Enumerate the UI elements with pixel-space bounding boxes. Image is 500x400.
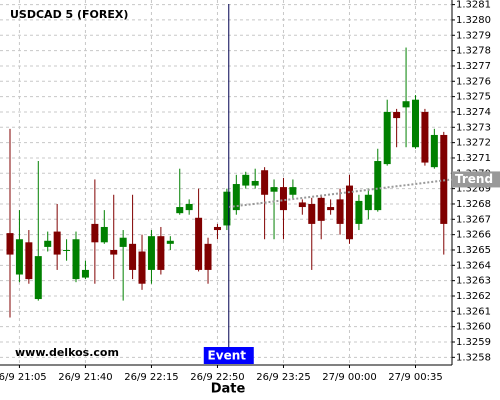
y-tick-label: 1.3275 xyxy=(456,92,491,103)
trend-line xyxy=(228,178,453,209)
y-tick-label: 1.3276 xyxy=(456,76,491,87)
candle-body xyxy=(34,256,42,300)
candle-body xyxy=(289,187,297,195)
x-tick-label: 26/9 21:05 xyxy=(0,372,47,383)
y-tick-label: 1.3279 xyxy=(456,30,491,41)
candle-body xyxy=(53,231,61,255)
candle-body xyxy=(261,170,269,195)
y-tick-label: 1.3280 xyxy=(456,15,491,26)
watermark: www.delkos.com xyxy=(15,346,119,359)
candle-body xyxy=(402,101,410,108)
x-tick-label: 26/9 21:40 xyxy=(58,372,112,383)
y-tick-label: 1.3263 xyxy=(456,276,491,287)
candle-body xyxy=(129,243,137,270)
candle-body xyxy=(355,200,363,224)
candle-body xyxy=(72,239,80,280)
y-tick-label: 1.3267 xyxy=(456,214,491,225)
y-tick-label: 1.3272 xyxy=(456,138,491,149)
candle-body xyxy=(213,226,221,231)
candle-body xyxy=(393,111,401,119)
candle-body xyxy=(138,251,146,284)
trend-label: Trend xyxy=(455,172,493,186)
candle-body xyxy=(270,187,278,192)
x-axis-title: Date xyxy=(211,382,246,397)
y-tick-label: 1.3265 xyxy=(456,245,491,256)
y-tick-label: 1.3278 xyxy=(456,46,491,57)
candle-body xyxy=(421,111,429,163)
x-tick-label: 27/9 00:35 xyxy=(388,372,442,383)
candle-body xyxy=(345,185,353,240)
candle-body xyxy=(166,240,174,244)
y-tick-label: 1.3281 xyxy=(456,0,491,11)
candle-body xyxy=(411,99,419,148)
candle-body xyxy=(430,134,438,168)
candle-body xyxy=(327,207,335,211)
candle-body xyxy=(364,194,372,211)
y-tick-label: 1.3271 xyxy=(456,153,491,164)
candle-body xyxy=(242,174,250,186)
candle-body xyxy=(374,161,382,211)
candle-body xyxy=(63,249,71,251)
y-tick-label: 1.3268 xyxy=(456,199,491,210)
chart-title: USDCAD 5 (FOREX) xyxy=(10,8,128,21)
candle-body xyxy=(147,236,155,270)
candles xyxy=(6,47,448,318)
y-tick-label: 1.3259 xyxy=(456,337,491,348)
candle-body xyxy=(110,249,118,255)
candle-body xyxy=(91,223,99,243)
x-tick-label: 26/9 22:15 xyxy=(124,372,178,383)
candle-body xyxy=(81,269,89,278)
candle-body xyxy=(279,187,287,211)
y-tick-label: 1.3266 xyxy=(456,230,491,241)
x-tick-label: 26/9 22:50 xyxy=(190,372,244,383)
y-tick-label: 1.3274 xyxy=(456,107,491,118)
candle-body xyxy=(15,239,23,275)
candle-body xyxy=(25,242,33,280)
y-tick-label: 1.3261 xyxy=(456,306,491,317)
candle-body xyxy=(308,203,316,224)
y-tick-label: 1.3273 xyxy=(456,122,491,133)
event-label: Event xyxy=(208,349,247,363)
candle-body xyxy=(195,217,203,270)
candle-body xyxy=(317,197,325,221)
candle-body xyxy=(232,184,240,211)
candle-body xyxy=(383,111,391,165)
candle-body xyxy=(157,236,165,270)
x-tick-label: 27/9 00:00 xyxy=(322,372,376,383)
candle-body xyxy=(440,134,448,224)
candle-body xyxy=(204,243,212,270)
candle-body xyxy=(6,233,14,255)
candle-body xyxy=(298,202,306,208)
candle-body xyxy=(44,240,52,247)
event-label-box xyxy=(203,347,254,364)
candle-body xyxy=(119,237,127,247)
candle-body xyxy=(185,203,193,211)
y-tick-label: 1.3264 xyxy=(456,260,491,271)
candle-body xyxy=(100,226,108,243)
y-tick-label: 1.3258 xyxy=(456,352,491,363)
y-tick-label: 1.3260 xyxy=(456,322,491,333)
candle-body xyxy=(223,191,231,226)
candle-body xyxy=(336,199,344,224)
candle-body xyxy=(251,180,259,186)
y-tick-label: 1.3269 xyxy=(456,184,491,195)
y-tick-label: 1.3262 xyxy=(456,291,491,302)
x-tick-label: 26/9 23:25 xyxy=(256,372,310,383)
y-tick-label: 1.3277 xyxy=(456,61,491,72)
trend-label-box xyxy=(452,171,500,188)
candle-body xyxy=(176,207,184,214)
